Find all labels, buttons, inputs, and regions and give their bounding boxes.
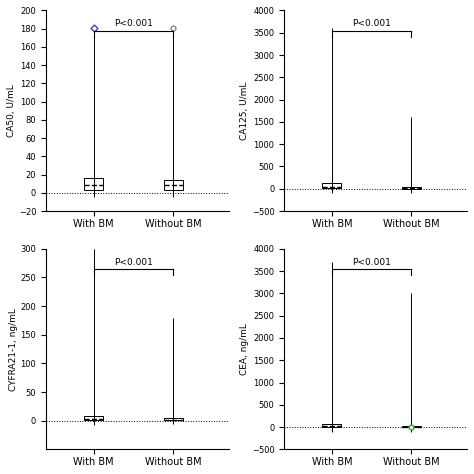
Text: P<0.001: P<0.001 xyxy=(352,258,391,267)
Bar xyxy=(164,419,182,420)
Bar xyxy=(84,178,103,190)
Text: P<0.001: P<0.001 xyxy=(114,19,153,28)
Bar xyxy=(164,180,182,190)
Bar xyxy=(402,426,421,427)
Y-axis label: CA125, U/mL: CA125, U/mL xyxy=(240,82,249,140)
Text: P<0.001: P<0.001 xyxy=(352,19,391,28)
Text: P<0.001: P<0.001 xyxy=(114,258,153,267)
Bar xyxy=(84,416,103,420)
Y-axis label: CYFRA21-1, ng/mL: CYFRA21-1, ng/mL xyxy=(9,308,18,391)
Bar xyxy=(322,183,341,188)
Bar xyxy=(402,186,421,189)
Y-axis label: CA50, U/mL: CA50, U/mL xyxy=(7,84,16,137)
Bar xyxy=(322,424,341,427)
Y-axis label: CEA, ng/mL: CEA, ng/mL xyxy=(240,323,249,375)
